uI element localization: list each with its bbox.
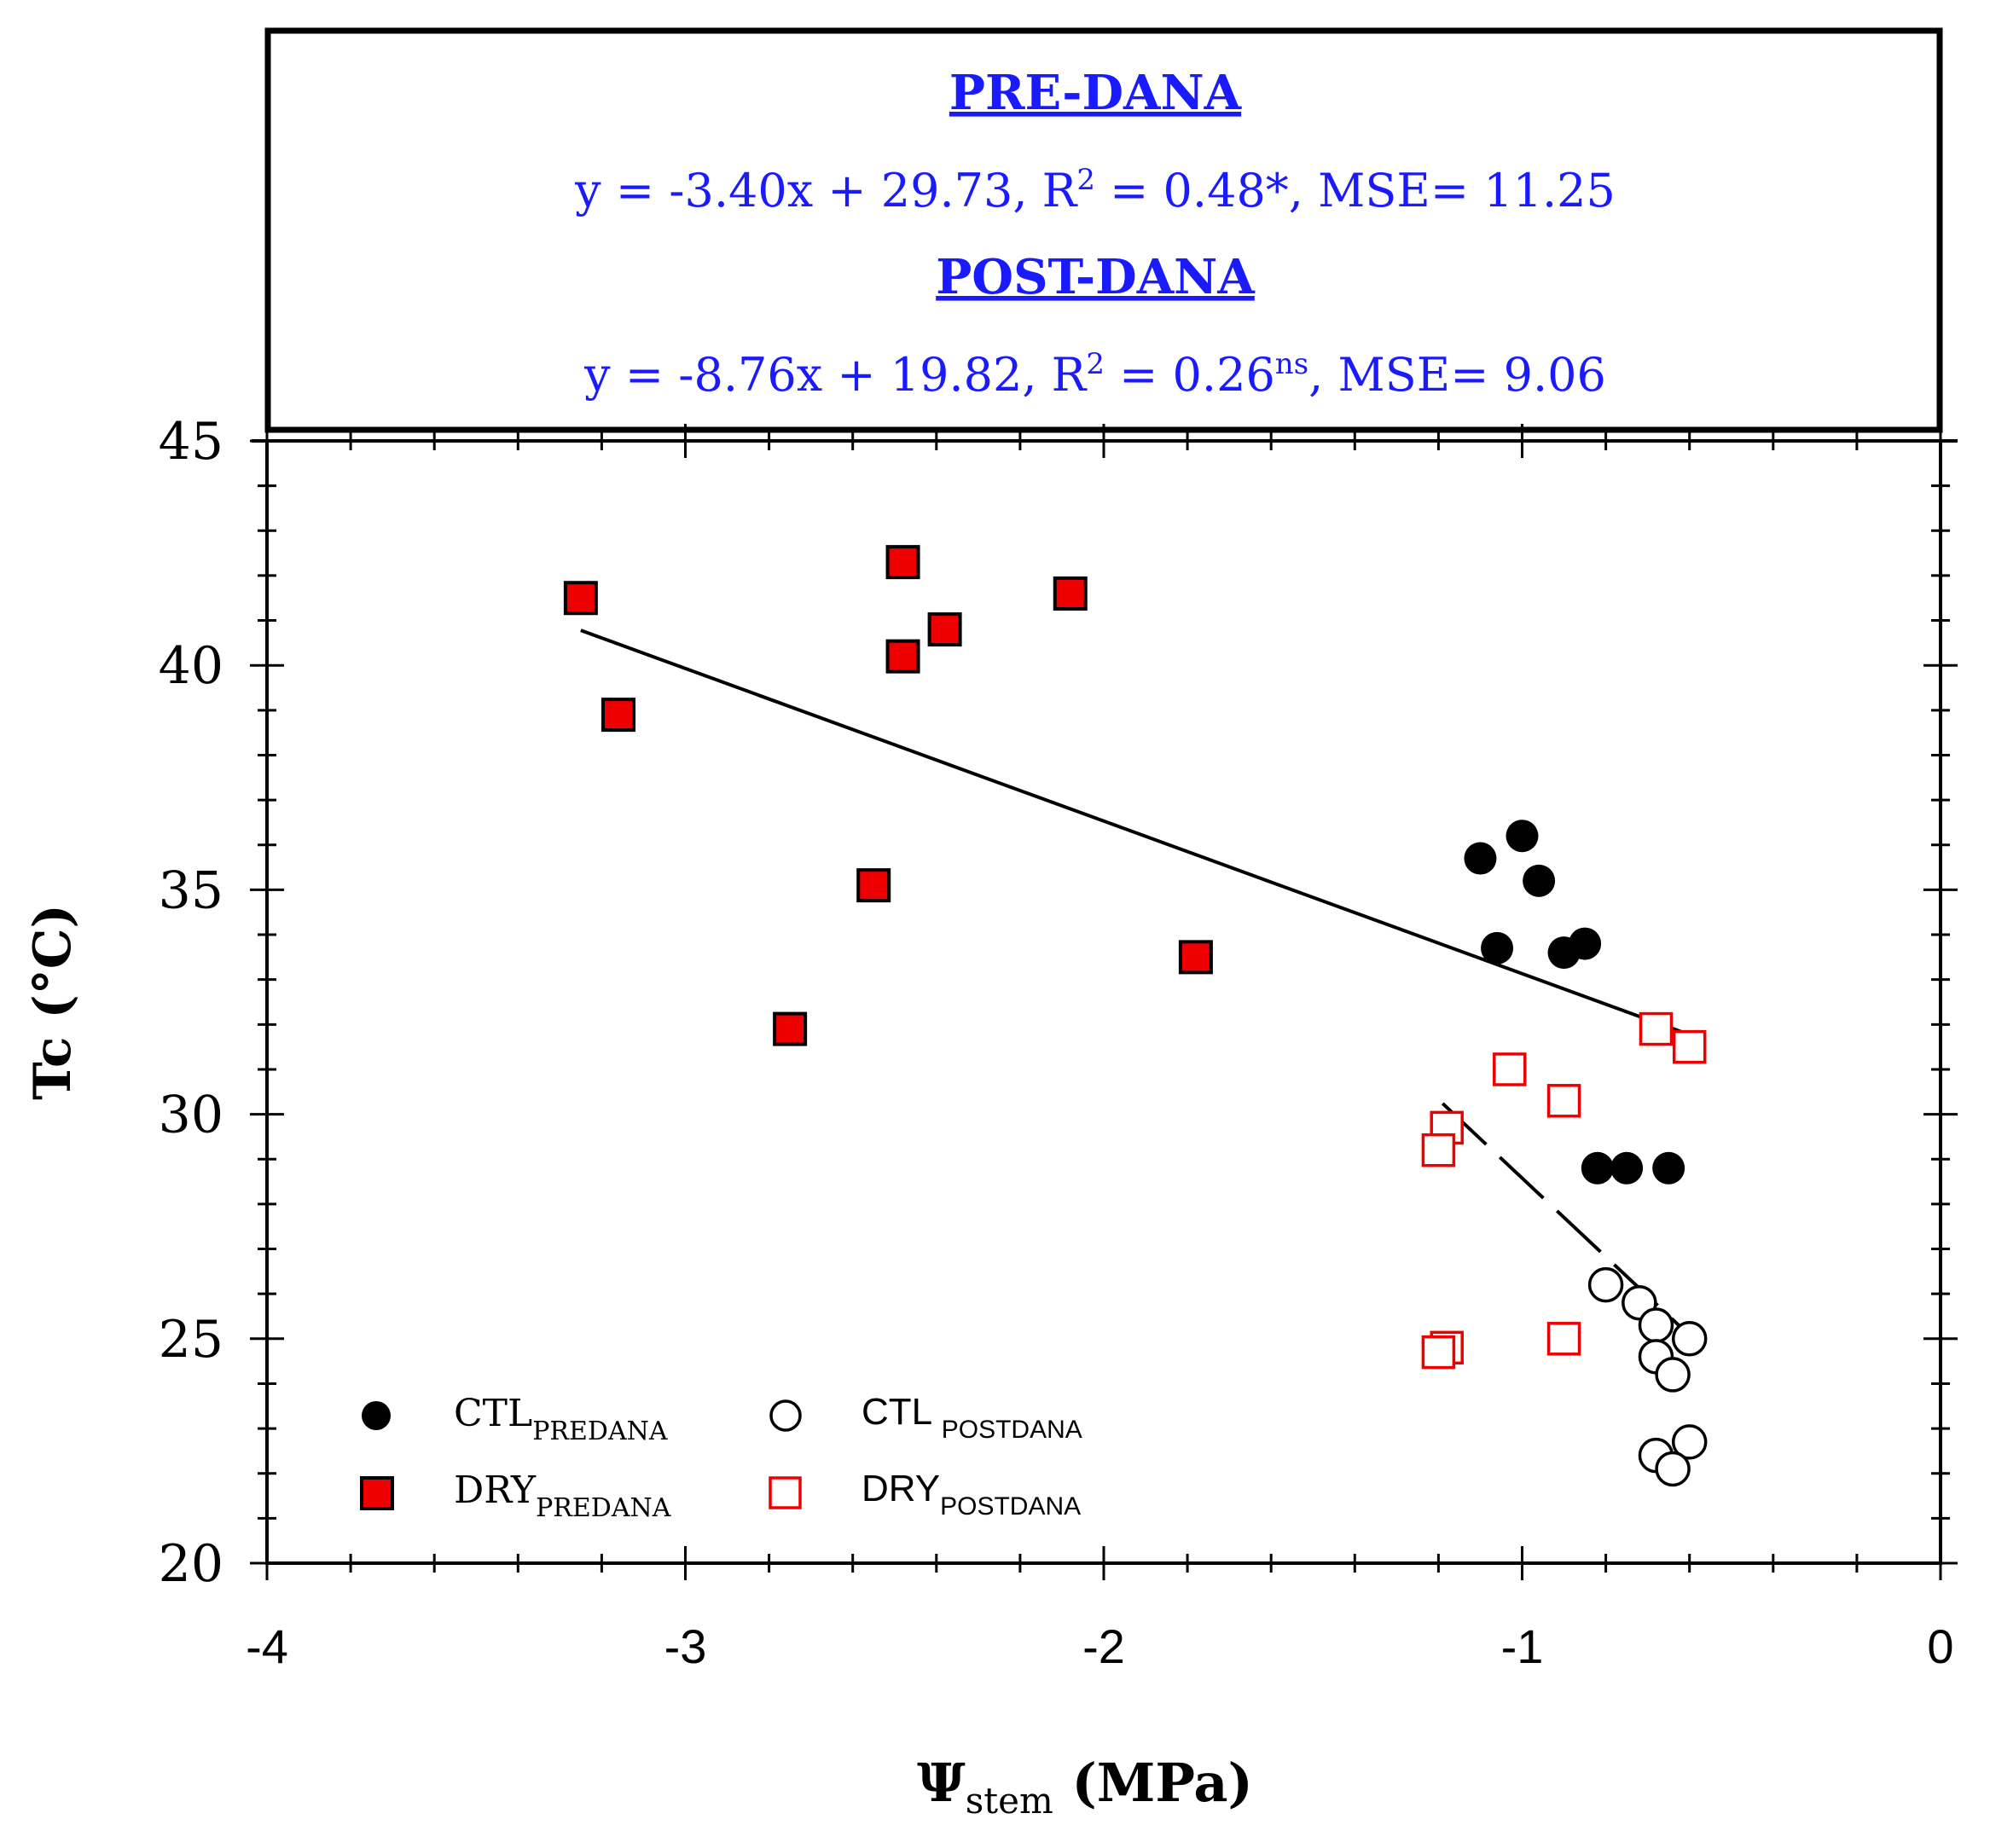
- point-ctl-predana: [1481, 931, 1514, 965]
- point-dry-predana: [927, 612, 962, 647]
- y-tick-label: 40: [159, 636, 223, 696]
- x-tick-label: 0: [1927, 1619, 1953, 1673]
- legend-label-dry-predana: DRYPREDANA: [454, 1469, 671, 1523]
- point-dry-postdana: [1672, 1029, 1707, 1064]
- x-tick-labels: -4 -3 -2 -1 0: [246, 1619, 1953, 1673]
- point-dry-predana: [856, 868, 891, 903]
- point-dry-postdana: [1421, 1335, 1456, 1370]
- legend-marker-dry-postdana: [769, 1476, 802, 1509]
- pre-dana-title: PRE-DANA: [949, 65, 1243, 121]
- x-tick-label: -1: [1501, 1619, 1544, 1673]
- axis-ticks: [250, 424, 1958, 1580]
- point-dry-predana: [563, 581, 598, 616]
- point-dry-postdana: [1639, 1011, 1674, 1046]
- point-ctl-predana: [1610, 1151, 1644, 1185]
- legend: CTLPREDANA DRYPREDANA CTL POSTDANA DRYPO…: [360, 1391, 1082, 1523]
- y-tick-label: 25: [159, 1310, 223, 1370]
- point-ctl-postdana: [1671, 1424, 1708, 1460]
- point-dry-predana: [885, 545, 920, 580]
- point-ctl-predana: [1569, 927, 1602, 960]
- point-dry-postdana: [1546, 1322, 1581, 1356]
- pre-dana-equation: y = -3.40x + 29.73, R2 = 0.48*, MSE= 11.…: [574, 163, 1616, 217]
- point-ctl-predana: [1652, 1151, 1685, 1185]
- y-axis-label: Tc (°C): [23, 904, 83, 1100]
- point-ctl-predana: [1464, 842, 1497, 875]
- point-ctl-postdana: [1638, 1307, 1674, 1343]
- legend-marker-ctl-postdana: [769, 1399, 802, 1432]
- x-axis-label: Ψstem (MPa): [917, 1752, 1253, 1822]
- point-dry-postdana: [1421, 1133, 1456, 1167]
- point-ctl-postdana: [1671, 1321, 1708, 1357]
- point-dry-postdana: [1493, 1052, 1527, 1086]
- point-dry-postdana: [1546, 1084, 1581, 1118]
- point-dry-predana: [1178, 940, 1213, 975]
- legend-marker-ctl-predana: [362, 1401, 391, 1430]
- point-ctl-predana: [1506, 820, 1539, 853]
- point-ctl-predana: [1581, 1151, 1614, 1185]
- legend-label-ctl-postdana: CTL POSTDANA: [862, 1391, 1082, 1444]
- point-dry-predana: [601, 698, 636, 733]
- point-ctl-postdana: [1655, 1357, 1691, 1393]
- y-tick-label: 20: [159, 1534, 223, 1594]
- x-tick-label: -3: [664, 1619, 707, 1673]
- data-points: [563, 545, 1708, 1487]
- x-tick-label: -4: [246, 1619, 288, 1673]
- legend-label-ctl-predana: CTLPREDANA: [454, 1392, 668, 1446]
- legend-marker-dry-predana: [360, 1476, 394, 1510]
- y-tick-labels: 20 25 30 35 40 45: [159, 412, 223, 1594]
- fit-lines: [580, 629, 1683, 1330]
- point-ctl-postdana: [1587, 1266, 1624, 1303]
- point-ctl-postdana: [1655, 1451, 1691, 1487]
- point-dry-predana: [1053, 576, 1088, 611]
- pre-dana-fit: [580, 629, 1682, 1034]
- x-tick-label: -2: [1082, 1619, 1125, 1673]
- y-tick-label: 35: [159, 860, 223, 920]
- point-ctl-predana: [1523, 864, 1556, 897]
- y-tick-label: 45: [159, 412, 223, 472]
- point-dry-predana: [773, 1011, 808, 1046]
- point-dry-predana: [885, 639, 920, 674]
- post-dana-title: POST-DANA: [936, 249, 1256, 305]
- legend-label-dry-postdana: DRYPOSTDANA: [862, 1468, 1081, 1521]
- y-tick-label: 30: [159, 1086, 223, 1145]
- post-dana-equation: y = -8.76x + 19.82, R2 = 0.26ns, MSE= 9.…: [583, 347, 1606, 402]
